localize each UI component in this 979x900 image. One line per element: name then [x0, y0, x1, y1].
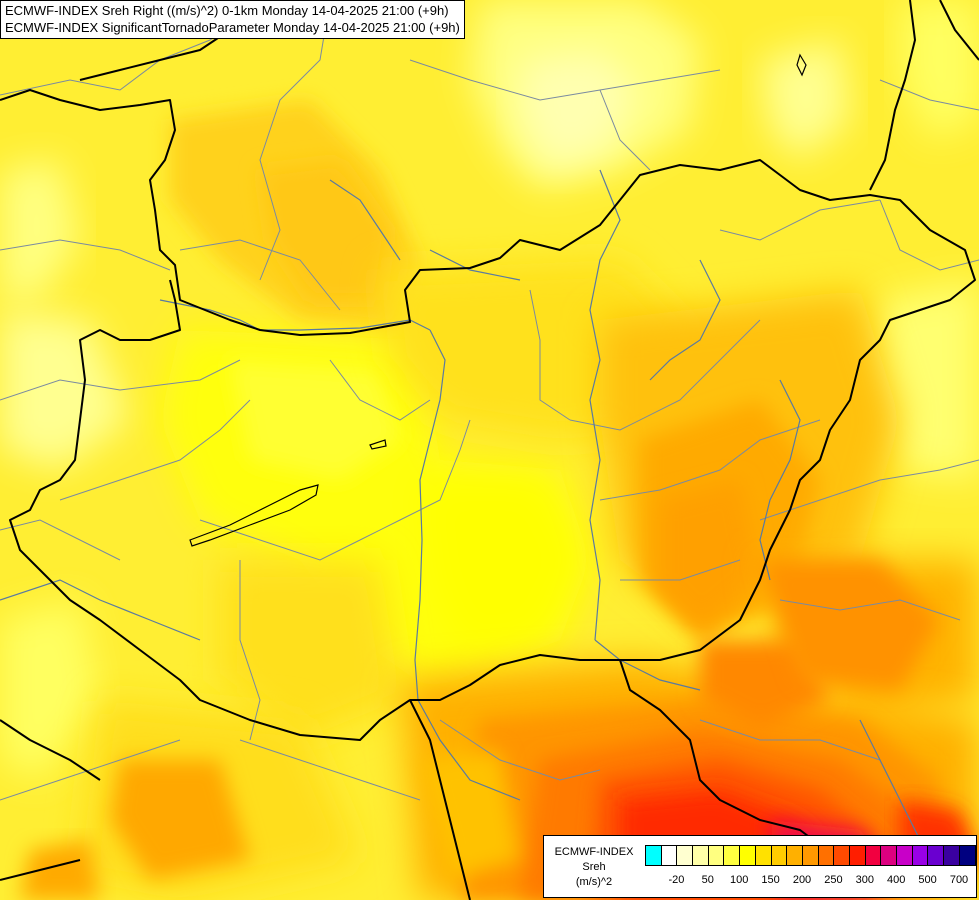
- legend-swatch: [881, 846, 897, 865]
- legend-tick-label: 300: [855, 874, 874, 886]
- legend-swatch: [912, 846, 929, 865]
- legend-tick-label: 50: [701, 874, 714, 886]
- legend-swatch: [865, 846, 882, 865]
- legend-tick-label: 700: [949, 874, 969, 886]
- map-title: ECMWF-INDEX Sreh Right ((m/s)^2) 0-1km M…: [0, 0, 465, 39]
- legend-line-2: Sreh: [582, 861, 606, 873]
- legend-swatch: [834, 846, 850, 865]
- legend-swatch: [724, 846, 741, 865]
- title-line-1: ECMWF-INDEX Sreh Right ((m/s)^2) 0-1km M…: [5, 3, 449, 18]
- legend-swatch: [693, 846, 709, 865]
- legend-swatches: [645, 845, 977, 866]
- legend-tick-label: 150: [761, 874, 780, 886]
- legend-swatch: [897, 846, 913, 865]
- legend-swatch: [818, 846, 835, 865]
- legend-swatch: [849, 846, 866, 865]
- legend-line-3: (m/s)^2: [575, 876, 613, 888]
- legend-tick-label: -20: [668, 874, 685, 886]
- legend-swatch: [740, 846, 756, 865]
- legend-swatch: [646, 846, 662, 865]
- legend-swatch: [928, 846, 945, 865]
- legend-swatch: [944, 846, 960, 865]
- legend-tick-label: 250: [824, 874, 843, 886]
- legend-swatch: [959, 846, 976, 865]
- title-line-2: ECMWF-INDEX SignificantTornadoParameter …: [5, 20, 460, 35]
- legend-tick-label: 200: [792, 874, 812, 886]
- legend-swatch: [802, 846, 819, 865]
- legend-swatch: [755, 846, 772, 865]
- legend-swatch: [787, 846, 803, 865]
- legend-swatch: [771, 846, 788, 865]
- legend-swatch: [661, 846, 678, 865]
- legend-tick-label: 500: [918, 874, 937, 886]
- legend-label: ECMWF-INDEX Sreh (m/s)^2: [544, 845, 644, 890]
- legend-tick-label: 100: [730, 874, 749, 886]
- legend-swatch: [708, 846, 725, 865]
- region-boundaries: [0, 0, 979, 801]
- legend-swatch: [677, 846, 694, 865]
- legend-tick-label: 400: [887, 874, 906, 886]
- rivers: [0, 169, 921, 841]
- lakes: [189, 53, 807, 547]
- legend-line-1: ECMWF-INDEX: [554, 846, 634, 858]
- color-legend: ECMWF-INDEX Sreh (m/s)^2 -20 50 100 150 200 2…: [543, 835, 977, 898]
